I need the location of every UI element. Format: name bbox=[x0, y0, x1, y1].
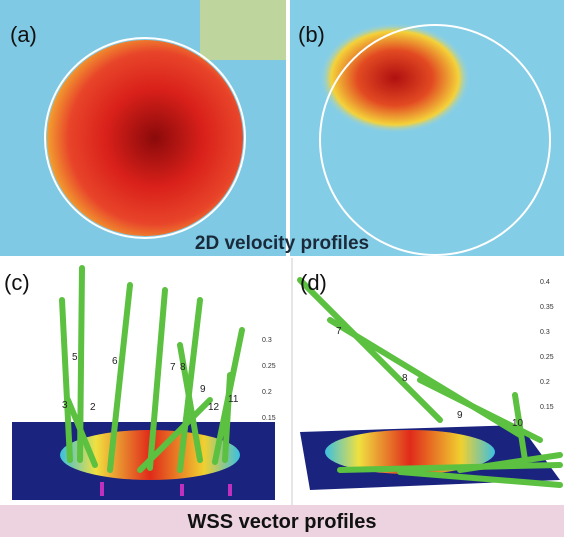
marker: 6 bbox=[112, 356, 118, 367]
tick: 0.2 bbox=[540, 379, 550, 386]
marker: 9 bbox=[200, 384, 206, 395]
caption: WSS vector profiles bbox=[188, 511, 377, 533]
tick: 0.4 bbox=[540, 279, 550, 286]
marker: 2 bbox=[90, 402, 96, 413]
panel-label: (a) bbox=[10, 22, 37, 47]
figure: (a) (b) 2D velocity profiles (c) 0.3 0.2… bbox=[0, 0, 564, 537]
marker: 9 bbox=[457, 410, 463, 421]
tick: 0.3 bbox=[262, 337, 272, 344]
panel-label: (b) bbox=[298, 22, 325, 47]
z-axis: 0.3 0.25 0.2 0.15 bbox=[262, 337, 276, 422]
marker: 12 bbox=[208, 402, 220, 413]
panel-label: (d) bbox=[300, 270, 327, 295]
patch bbox=[200, 0, 286, 60]
velocity-map bbox=[47, 40, 243, 236]
marker: 5 bbox=[72, 352, 78, 363]
tick: 0.25 bbox=[262, 363, 276, 370]
marker: 7 bbox=[170, 362, 176, 373]
marker: 10 bbox=[512, 418, 524, 429]
panel-label: (c) bbox=[4, 270, 30, 295]
tick: 0.25 bbox=[540, 354, 554, 361]
marker: 11 bbox=[228, 394, 239, 405]
tick: 0.35 bbox=[540, 304, 554, 311]
marker: 7 bbox=[336, 326, 342, 337]
tick: 0.15 bbox=[262, 415, 276, 422]
tick: 0.2 bbox=[262, 389, 272, 396]
marker: 8 bbox=[180, 362, 186, 373]
marker: 8 bbox=[402, 373, 408, 384]
tick: 0.3 bbox=[540, 329, 550, 336]
marker: 3 bbox=[62, 400, 68, 411]
caption: 2D velocity profiles bbox=[195, 233, 369, 254]
tick: 0.15 bbox=[540, 404, 554, 411]
velocity-map bbox=[320, 23, 470, 133]
